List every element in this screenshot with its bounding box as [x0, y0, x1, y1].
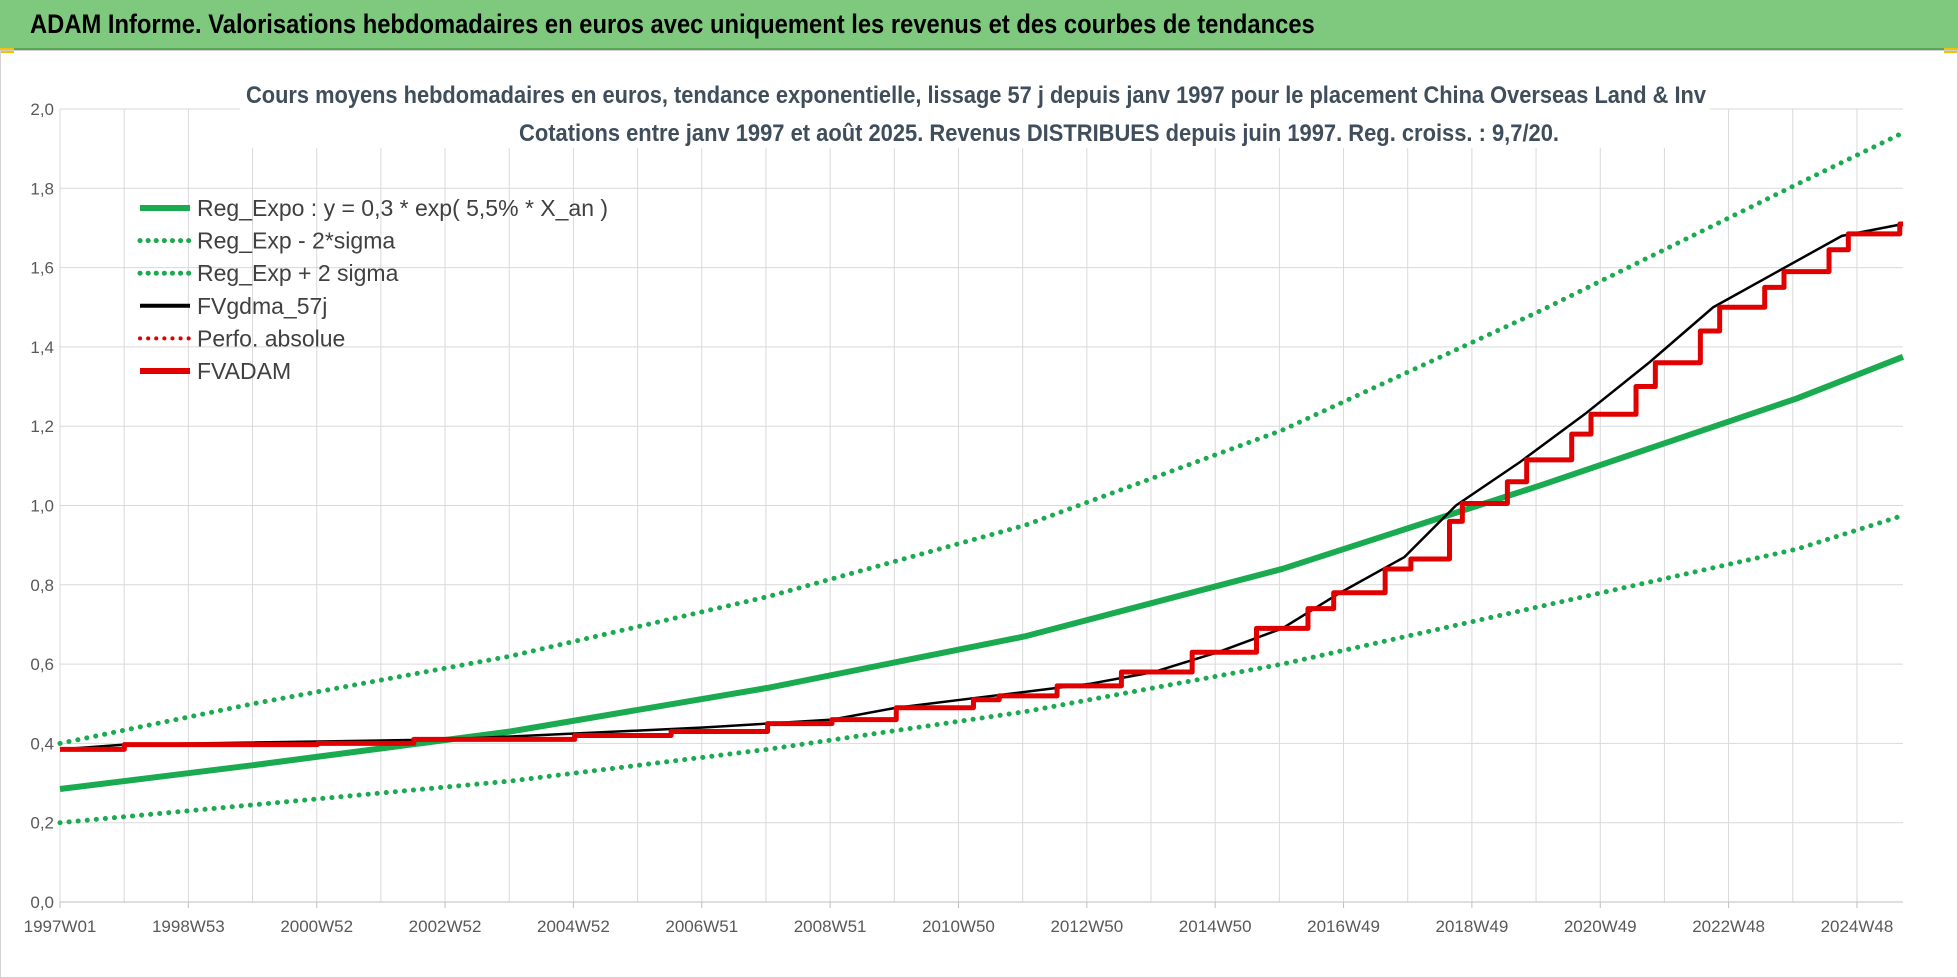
legend-label: Perfo. absolue	[197, 325, 345, 351]
x-tick-label: 2012W50	[1050, 917, 1123, 936]
y-tick-label: 1,4	[30, 338, 54, 357]
x-tick-label: 2010W50	[922, 917, 995, 936]
y-tick-label: 1,0	[30, 497, 54, 516]
x-tick-label: 1998W53	[152, 917, 225, 936]
legend-label: Reg_Exp + 2 sigma	[197, 260, 399, 286]
legend: Reg_Expo : y = 0,3 * exp( 5,5% * X_an ) R…	[137, 195, 608, 384]
chart-title-line1: Cours moyens hebdomadaires en euros, ten…	[246, 82, 1707, 109]
x-tick-label: 2022W48	[1692, 917, 1765, 936]
y-tick-label: 2,0	[30, 100, 54, 119]
series-line-1	[57, 512, 1906, 826]
x-tick-label: 2002W52	[409, 917, 482, 936]
legend-label: Reg_Exp - 2*sigma	[197, 228, 395, 254]
header-bar: ADAM Informe. Valorisations hebdomadaire…	[0, 0, 1958, 50]
legend-label: FVADAM	[197, 358, 291, 384]
x-tick-label: 2016W49	[1307, 917, 1380, 936]
x-tick-label: 2008W51	[794, 917, 867, 936]
legend-label: Reg_Expo : y = 0,3 * exp( 5,5% * X_an )	[197, 195, 608, 221]
y-tick-label: 0,2	[30, 814, 54, 833]
series-line-0	[59, 354, 1905, 792]
page-title: ADAM Informe. Valorisations hebdomadaire…	[30, 9, 1315, 39]
chart-title-line2: Cotations entre janv 1997 et août 2025. …	[519, 120, 1559, 147]
x-tick-label: 2024W48	[1821, 917, 1894, 936]
y-tick-label: 0,6	[30, 655, 54, 674]
chart-area: 0,0 0,2 0,4 0,6 0,8 1,0 1,2 1,4 1,6 1,8 2,0 1997W01…	[24, 74, 1906, 936]
x-tick-label: 2004W52	[537, 917, 610, 936]
y-tick-label: 0,8	[30, 576, 54, 595]
series-line-2	[57, 130, 1906, 746]
x-tick-label: 1997W01	[24, 917, 97, 936]
series-layer	[57, 130, 1906, 826]
y-tick-label: 0,0	[30, 893, 54, 912]
series-line-5	[60, 221, 1903, 752]
x-tick-label: 2020W49	[1564, 917, 1637, 936]
legend-label: FVgdma_57j	[197, 293, 327, 319]
x-tick-label: 2018W49	[1436, 917, 1509, 936]
x-tick-label: 2000W52	[280, 917, 353, 936]
y-tick-label: 0,4	[30, 734, 54, 753]
chart-title: Cours moyens hebdomadaires en euros, ten…	[240, 74, 1710, 148]
x-tick-label: 2006W51	[665, 917, 738, 936]
x-tick-label: 2014W50	[1179, 917, 1252, 936]
series-line-3	[59, 222, 1904, 751]
axis-layer: 0,0 0,2 0,4 0,6 0,8 1,0 1,2 1,4 1,6 1,8 2,0 1997W01…	[24, 100, 1903, 936]
y-tick-label: 1,8	[30, 179, 54, 198]
y-tick-label: 1,2	[30, 417, 54, 436]
y-tick-label: 1,6	[30, 259, 54, 278]
